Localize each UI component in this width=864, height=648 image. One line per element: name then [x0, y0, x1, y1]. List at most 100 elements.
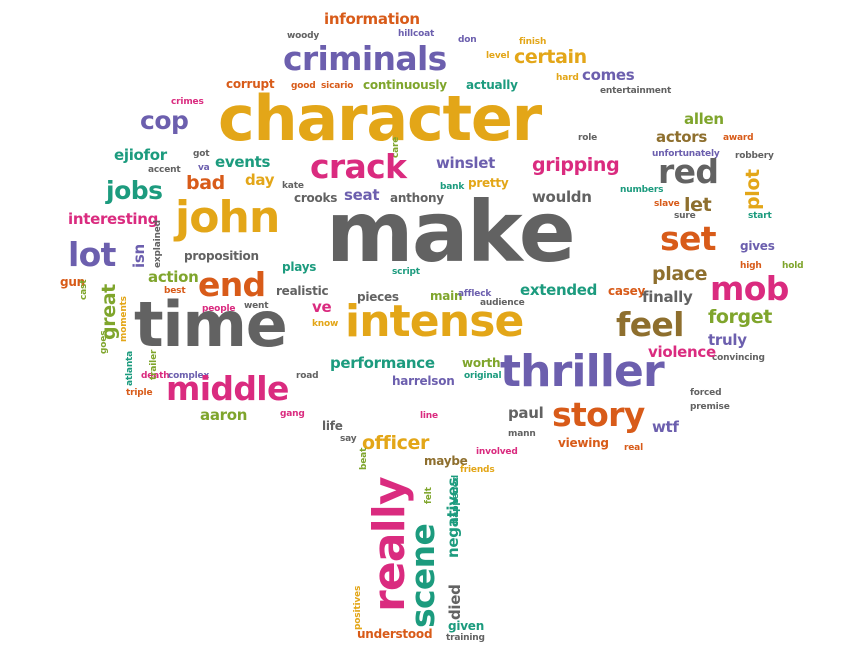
cloud-word: understood	[357, 627, 433, 641]
cloud-word: friends	[460, 465, 495, 475]
cloud-word: feel	[616, 305, 684, 344]
cloud-word: trailer	[149, 349, 159, 380]
cloud-word: triple	[126, 388, 153, 398]
cloud-word: wtf	[652, 418, 679, 436]
cloud-word: hold	[782, 261, 804, 271]
cloud-word: slave	[654, 199, 680, 209]
cloud-word: intense	[345, 296, 524, 347]
cloud-word: atlanta	[125, 350, 135, 386]
cloud-word: forced	[690, 388, 722, 398]
cloud-word: events	[215, 153, 271, 171]
cloud-word: happened	[451, 475, 461, 524]
cloud-word: story	[552, 395, 645, 434]
cloud-word: red	[658, 152, 719, 191]
cloud-word: sure	[674, 211, 696, 221]
cloud-word: complex	[168, 371, 210, 381]
cloud-word: proposition	[184, 249, 259, 263]
cloud-word: plays	[282, 260, 317, 274]
cloud-word: realistic	[276, 284, 329, 298]
cloud-word: truly	[708, 331, 747, 349]
cloud-word: crimes	[171, 97, 204, 107]
cloud-word: scene	[403, 523, 442, 628]
cloud-word: plot	[742, 169, 764, 210]
cloud-word: convincing	[712, 353, 765, 363]
cloud-word: make	[326, 183, 576, 281]
cloud-word: viewing	[558, 436, 609, 450]
cloud-word: extended	[520, 281, 598, 299]
cloud-word: moments	[119, 296, 129, 342]
cloud-word: beat	[359, 447, 369, 470]
cloud-word: casey	[608, 284, 646, 298]
cloud-word: gripping	[532, 154, 620, 176]
cloud-word: jobs	[106, 176, 163, 205]
cloud-word: start	[748, 211, 772, 221]
cloud-word: day	[245, 171, 275, 189]
cloud-word: gun	[60, 275, 85, 289]
cloud-word: hard	[556, 73, 579, 83]
cloud-word: actors	[656, 128, 708, 146]
cloud-word: don	[458, 35, 477, 45]
cloud-word: paul	[508, 404, 544, 422]
cloud-word: interesting	[68, 210, 159, 228]
cloud-word: set	[660, 219, 716, 258]
cloud-word: role	[578, 133, 598, 143]
cloud-word: wouldn	[532, 188, 592, 206]
cloud-word: worth	[462, 356, 501, 370]
cloud-word: positives	[353, 585, 363, 630]
cloud-word: crack	[310, 147, 407, 186]
cloud-word: award	[723, 133, 754, 143]
cloud-word: involved	[476, 447, 518, 457]
cloud-word: maybe	[424, 454, 468, 468]
cloud-word: continuously	[363, 78, 447, 92]
cloud-word: allen	[684, 110, 724, 128]
cloud-word: ejiofor	[114, 146, 167, 164]
cloud-word: let	[684, 194, 712, 216]
cloud-word: felt	[424, 487, 434, 504]
cloud-word: violence	[648, 343, 716, 361]
cloud-word: went	[244, 301, 269, 311]
cloud-word: sicario	[321, 81, 354, 91]
cloud-word: original	[464, 371, 502, 381]
cloud-word: hillcoat	[398, 29, 435, 39]
cloud-word: place	[652, 263, 708, 285]
cloud-word: lot	[68, 235, 116, 274]
cloud-word: got	[193, 149, 210, 159]
cloud-word: seat	[344, 186, 380, 204]
cloud-word: gives	[740, 239, 775, 253]
cloud-word: va	[198, 163, 210, 173]
cloud-word: kate	[282, 181, 304, 191]
cloud-word: information	[324, 10, 420, 28]
cloud-word: winslet	[436, 154, 495, 172]
cloud-word: bad	[186, 172, 225, 194]
cloud-word: cast	[79, 279, 89, 300]
cloud-word: anthony	[390, 191, 444, 205]
cloud-word: actually	[466, 78, 518, 92]
cloud-word: bank	[440, 182, 465, 192]
cloud-word: best	[164, 286, 186, 296]
cloud-word: cop	[140, 106, 189, 135]
cloud-word: time	[134, 288, 288, 361]
cloud-word: pieces	[357, 290, 399, 304]
cloud-word: isn	[130, 244, 148, 268]
cloud-word: affleck	[458, 289, 492, 299]
cloud-word: line	[420, 411, 438, 421]
cloud-word: premise	[690, 402, 730, 412]
cloud-word: people	[202, 304, 236, 314]
cloud-word: thriller	[500, 346, 665, 397]
cloud-word: accent	[148, 165, 181, 175]
cloud-word: performance	[330, 354, 435, 372]
cloud-word: died	[446, 584, 464, 620]
cloud-word: goes	[99, 330, 109, 354]
cloud-word: script	[392, 267, 420, 277]
cloud-word: comes	[582, 66, 635, 84]
cloud-word: given	[448, 619, 485, 633]
cloud-word: finally	[642, 288, 693, 306]
cloud-word: road	[296, 371, 319, 381]
cloud-word: real	[624, 443, 643, 453]
cloud-word: end	[198, 265, 266, 304]
cloud-word: ve	[312, 298, 332, 316]
cloud-word: audience	[480, 298, 525, 308]
cloud-word: life	[322, 419, 343, 433]
cloud-word: criminals	[283, 39, 447, 78]
